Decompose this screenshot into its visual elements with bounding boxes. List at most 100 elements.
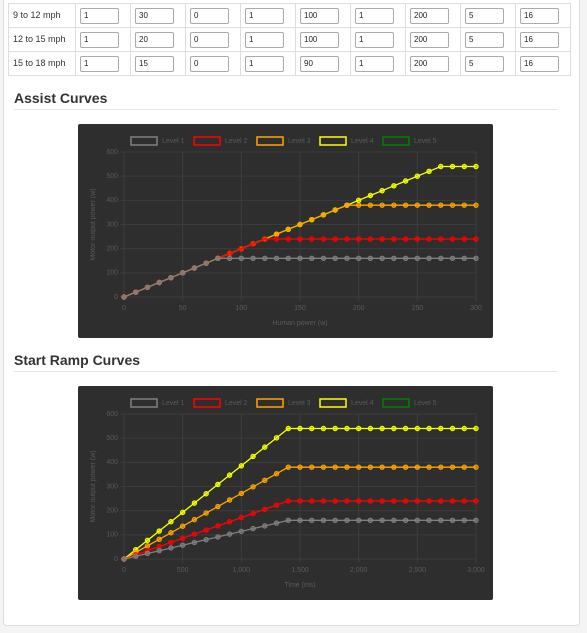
data-point xyxy=(355,236,362,242)
data-point xyxy=(250,241,256,247)
data-point xyxy=(309,216,315,223)
data-point xyxy=(273,231,280,237)
data-point xyxy=(402,498,409,504)
legend-swatch xyxy=(319,136,347,146)
data-point xyxy=(449,425,456,432)
row-label: 9 to 12 mph xyxy=(8,3,76,28)
data-point xyxy=(402,464,409,470)
number-input[interactable]: 30 xyxy=(135,7,174,24)
number-input[interactable]: 16 xyxy=(520,7,559,24)
data-point xyxy=(473,236,479,242)
data-point xyxy=(215,503,221,510)
data-point xyxy=(461,425,467,432)
number-input[interactable]: 200 xyxy=(410,7,449,24)
data-point xyxy=(332,425,338,432)
number-input[interactable]: 90 xyxy=(300,55,339,72)
data-point xyxy=(332,498,338,504)
data-point xyxy=(379,236,385,242)
x-tick-label: 250 xyxy=(411,305,423,312)
data-point xyxy=(402,517,409,524)
data-point xyxy=(238,255,245,262)
data-point xyxy=(168,530,174,536)
data-point xyxy=(473,202,479,208)
data-point xyxy=(379,255,385,262)
data-point xyxy=(191,265,198,271)
number-input[interactable]: 0 xyxy=(190,31,229,48)
number-input[interactable]: 1 xyxy=(245,31,284,48)
x-tick-label: 1,500 xyxy=(291,567,309,574)
cell: 16 xyxy=(515,51,571,76)
row-label: 12 to 15 mph xyxy=(8,27,76,52)
data-point xyxy=(179,535,186,541)
number-input[interactable]: 1 xyxy=(245,7,284,24)
number-input[interactable]: 200 xyxy=(410,55,449,72)
data-point xyxy=(297,236,303,242)
data-point xyxy=(449,464,456,470)
number-input[interactable]: 0 xyxy=(190,55,229,72)
number-input[interactable]: 15 xyxy=(135,55,174,72)
data-point xyxy=(391,464,397,470)
number-input[interactable]: 0 xyxy=(190,7,229,24)
data-point xyxy=(414,517,421,524)
data-point xyxy=(203,260,209,266)
cell: 1 xyxy=(240,3,296,28)
data-point xyxy=(402,236,409,242)
data-point xyxy=(391,498,397,504)
number-input[interactable]: 5 xyxy=(465,7,504,24)
number-input[interactable]: 1 xyxy=(355,7,394,24)
number-input[interactable]: 20 xyxy=(135,31,174,48)
data-point xyxy=(273,236,280,242)
number-input[interactable]: 100 xyxy=(300,7,339,24)
cell: 0 xyxy=(185,51,241,76)
data-point xyxy=(203,536,209,543)
data-point xyxy=(332,236,338,242)
data-point xyxy=(355,425,362,432)
y-tick-label: 0 xyxy=(114,294,118,301)
cell: 1 xyxy=(350,3,406,28)
y-tick-label: 100 xyxy=(106,270,118,277)
x-tick-label: 150 xyxy=(294,305,306,312)
data-point xyxy=(215,481,221,488)
data-point xyxy=(297,498,303,504)
number-input[interactable]: 5 xyxy=(465,31,504,48)
data-point xyxy=(215,534,221,540)
data-point xyxy=(309,255,315,262)
data-point xyxy=(309,236,315,242)
number-input[interactable]: 1 xyxy=(80,31,119,48)
legend-label: Level 4 xyxy=(351,400,374,407)
data-point xyxy=(133,553,139,559)
data-point xyxy=(391,236,397,242)
legend-swatch xyxy=(193,136,221,146)
data-point xyxy=(179,523,186,529)
number-input[interactable]: 1 xyxy=(245,55,284,72)
data-point xyxy=(273,255,280,262)
number-input[interactable]: 1 xyxy=(355,55,394,72)
row-label: 15 to 18 mph xyxy=(8,51,76,76)
y-tick-label: 200 xyxy=(106,246,118,253)
data-point xyxy=(285,425,291,432)
data-point xyxy=(309,498,315,504)
data-point xyxy=(438,202,444,208)
number-input[interactable]: 1 xyxy=(355,31,394,48)
legend-label: Level 5 xyxy=(414,400,437,407)
data-point xyxy=(438,255,444,262)
cell: 1 xyxy=(350,27,406,52)
data-point xyxy=(461,255,467,262)
legend-label: Level 1 xyxy=(162,400,185,407)
number-input[interactable]: 200 xyxy=(410,31,449,48)
data-point xyxy=(238,463,245,469)
number-input[interactable]: 1 xyxy=(80,7,119,24)
number-input[interactable]: 1 xyxy=(80,55,119,72)
data-point xyxy=(426,202,432,208)
data-point xyxy=(461,498,467,504)
data-point xyxy=(391,183,397,189)
number-input[interactable]: 16 xyxy=(520,31,559,48)
data-point xyxy=(332,464,338,470)
y-tick-label: 300 xyxy=(106,221,118,228)
number-input[interactable]: 16 xyxy=(520,55,559,72)
y-tick-label: 500 xyxy=(106,435,118,442)
number-input[interactable]: 100 xyxy=(300,31,339,48)
number-input[interactable]: 5 xyxy=(465,55,504,72)
data-point xyxy=(226,472,233,478)
data-point xyxy=(226,531,233,537)
